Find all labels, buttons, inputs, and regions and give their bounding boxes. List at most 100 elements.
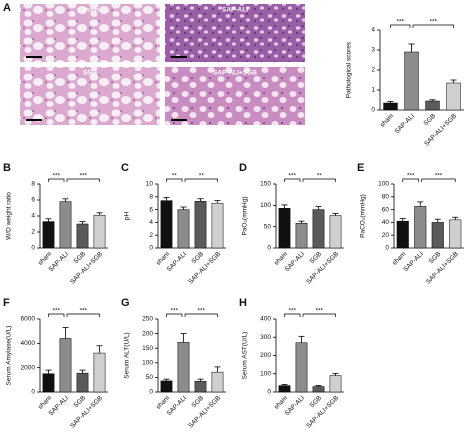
x-tick-label: SGB (72, 395, 87, 410)
y-axis-label: PaCO₂(mmHg) (360, 194, 367, 238)
bar (59, 338, 72, 393)
y-tick-label: 150 (260, 181, 271, 188)
bar (425, 100, 440, 111)
panel-letter: F (3, 297, 10, 309)
y-tick-label: 6 (31, 197, 35, 204)
bar (404, 51, 419, 111)
y-tick-label: 0 (149, 245, 153, 252)
y-tick-label: 150 (142, 345, 153, 352)
bar (42, 373, 55, 393)
y-tick-label: 40 (382, 219, 390, 226)
y-tick-label: 0 (385, 245, 389, 252)
significance-bracket (412, 24, 454, 28)
significance-label: ** (199, 173, 205, 180)
bar (295, 223, 308, 249)
significance-bracket (402, 178, 420, 182)
significance-label: *** (79, 173, 87, 180)
significance-bracket (284, 178, 301, 182)
significance-bracket (302, 313, 336, 317)
y-tick-label: 4 (371, 27, 375, 34)
bar (177, 342, 190, 393)
bar (396, 220, 409, 249)
significance-label: ** (317, 173, 323, 180)
bar (295, 342, 308, 393)
significance-label: *** (79, 308, 87, 315)
significance-label: *** (52, 308, 60, 315)
significance-label: *** (197, 308, 205, 315)
significance-bracket (390, 24, 411, 28)
bar (446, 82, 461, 111)
bar (93, 214, 106, 249)
panel-letter: A (3, 2, 11, 14)
y-tick-label: 4000 (21, 340, 36, 347)
y-tick-label: 10 (146, 181, 154, 188)
significance-bracket (184, 178, 218, 182)
y-tick-label: 400 (260, 316, 271, 323)
x-tick-label: sham (379, 113, 395, 129)
y-axis-label: Serum ALT(U/L) (124, 332, 131, 378)
bar (160, 380, 173, 393)
y-tick-label: 60 (382, 206, 390, 213)
bar (431, 222, 444, 249)
y-axis-label: PaO₂(mmHg) (242, 197, 249, 236)
x-tick-label: SGB (308, 395, 323, 410)
bar (312, 209, 325, 249)
bar (59, 201, 72, 249)
y-tick-label: 2000 (21, 364, 36, 371)
bar (194, 380, 207, 393)
bar (76, 223, 89, 249)
bar (329, 215, 342, 249)
y-axis-label: Serum AST(U/L) (242, 332, 249, 380)
histology-image (20, 67, 160, 125)
significance-bracket (48, 178, 65, 182)
significance-label: *** (407, 173, 415, 180)
panel-letter: E (357, 162, 364, 174)
significance-label: *** (52, 173, 60, 180)
y-tick-label: 1 (371, 87, 375, 94)
image-label: SAP-ALI (222, 7, 248, 14)
y-tick-label: 0 (31, 389, 35, 396)
x-tick-label: SGB (308, 251, 323, 266)
significance-label: *** (315, 308, 323, 315)
y-tick-label: 2 (31, 229, 35, 236)
bar (194, 201, 207, 249)
bar (177, 209, 190, 249)
histology-image (20, 4, 160, 62)
bar (383, 102, 398, 111)
significance-bracket (284, 313, 301, 317)
x-tick-label: SGB (190, 251, 205, 266)
significance-label: *** (288, 173, 296, 180)
significance-label: *** (429, 19, 437, 26)
x-tick-label: SAP-ALI (394, 113, 417, 136)
y-tick-label: 100 (142, 360, 153, 367)
histology-image (165, 4, 305, 62)
significance-bracket (166, 313, 183, 317)
y-tick-label: 6000 (21, 316, 36, 323)
significance-bracket (184, 313, 218, 317)
x-tick-label: SGB (190, 395, 205, 410)
x-tick-label: SGB (72, 251, 87, 266)
y-tick-label: 200 (260, 352, 271, 359)
y-tick-label: 100 (260, 202, 271, 209)
bar (414, 206, 427, 249)
y-axis-label: W/D weight ratio (6, 192, 13, 240)
panel-letter: B (3, 162, 11, 174)
bar (93, 352, 106, 393)
panel-letter: D (239, 162, 247, 174)
y-tick-label: 2 (149, 232, 153, 239)
x-tick-label: SGB (428, 251, 443, 266)
bar (42, 221, 55, 249)
y-tick-label: 8 (149, 194, 153, 201)
y-tick-label: 0 (267, 245, 271, 252)
significance-bracket (66, 313, 100, 317)
y-tick-label: 250 (142, 316, 153, 323)
significance-bracket (302, 178, 336, 182)
bar (211, 202, 224, 249)
significance-label: ** (172, 173, 178, 180)
y-tick-label: 4 (149, 219, 153, 226)
y-tick-label: 4 (31, 213, 35, 220)
y-axis-label: Serum Amylase(U/L) (6, 326, 13, 386)
y-tick-label: 0 (371, 107, 375, 114)
x-tick-label: SGB (422, 113, 437, 128)
